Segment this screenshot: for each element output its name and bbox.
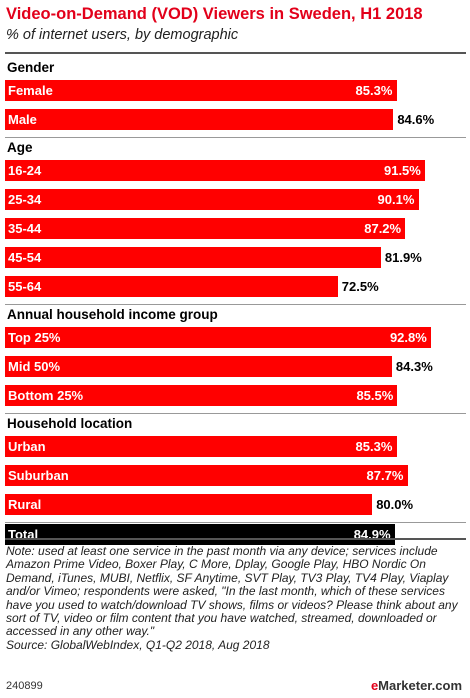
logo-e: e [370,678,379,693]
bar: 55-64 [5,276,338,297]
bar-category-label: Rural [8,497,42,512]
bar-category-label: Male [8,112,37,127]
bar-value-label: 84.6% [397,112,435,127]
group-label: Household location [7,416,133,431]
bar: Top 25% [5,327,431,348]
total-divider [5,522,466,523]
logo-rest: Marketer [378,678,432,693]
group-label: Gender [7,60,55,75]
bar-category-label: Female [8,83,53,98]
bar-value-label: 85.3% [355,83,393,98]
bar-category-label: Top 25% [8,330,61,345]
bar-category-label: Urban [8,439,46,454]
emarketer-logo: eMarketer.com [371,678,462,693]
note-text: Note: used at least one service in the p… [6,544,458,639]
bar-category-label: Bottom 25% [8,388,84,403]
bar: 35-44 [5,218,406,239]
group-divider [5,137,466,138]
logo-suffix: .com [431,678,462,693]
bar-category-label: Suburban [8,468,69,483]
group-divider [5,304,466,305]
bar-category-label: 55-64 [8,279,42,294]
bar: Urban [5,436,397,457]
bar-value-label: 87.7% [366,468,404,483]
bar: Bottom 25% [5,385,398,406]
bar-value-label: 85.5% [356,388,394,403]
bar: 45-54 [5,247,381,268]
bar-value-label: 84.3% [395,359,433,374]
bar: Rural [5,494,373,515]
bar: Male [5,109,394,130]
bar-category-label: 16-24 [8,163,42,178]
bar: Female [5,80,397,101]
chart-subtitle: % of internet users, by demographic [6,27,239,43]
chart-id: 240899 [6,680,43,692]
bar-category-label: 35-44 [8,221,42,236]
bar: Mid 50% [5,356,392,377]
bar-value-label: 72.5% [341,279,379,294]
group-label: Age [7,140,33,155]
group-divider [5,413,466,414]
header-rule [5,52,466,54]
logo-text: eMarketer.com [371,678,462,693]
bar-value-label: 90.1% [377,192,415,207]
footer-rule [5,538,466,540]
total-bar: Total [5,524,395,545]
bar: 25-34 [5,189,419,210]
bar-value-label: 80.0% [376,497,414,512]
chart-note: Note: used at least one service in the p… [6,544,464,652]
source-text: Source: GlobalWebIndex, Q1-Q2 2018, Aug … [6,637,270,652]
group-label: Annual household income group [7,307,218,322]
bar-category-label: 25-34 [8,192,42,207]
bar-value-label: 92.8% [389,330,427,345]
bar-category-label: 45-54 [8,250,42,265]
bar-value-label: 91.5% [383,163,421,178]
bar-value-label: 85.3% [355,439,393,454]
bar: Suburban [5,465,408,486]
bar-value-label: 81.9% [384,250,422,265]
bar: 16-24 [5,160,425,181]
bar-value-label: 87.2% [364,221,402,236]
bar-category-label: Mid 50% [8,359,61,374]
chart-title: Video-on-Demand (VOD) Viewers in Sweden,… [6,5,423,23]
